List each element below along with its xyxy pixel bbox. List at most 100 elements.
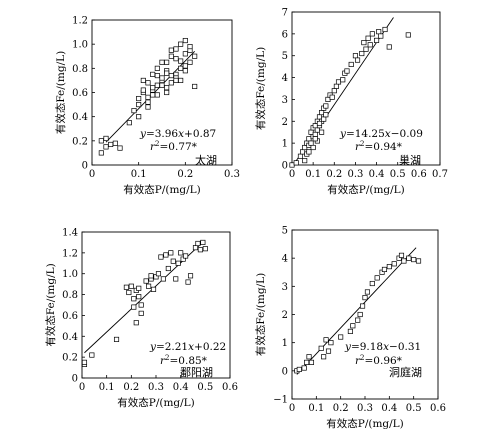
x-axis-label: 有效态P/(mg/L) (326, 417, 403, 430)
data-point (113, 336, 120, 342)
data-point (300, 149, 306, 155)
data-point (398, 252, 405, 258)
data-point (357, 311, 363, 318)
data-point (323, 337, 329, 343)
data-point (98, 150, 104, 156)
y-tick-label: 1.0 (72, 40, 88, 51)
y-tick-label: 2 (282, 117, 288, 128)
data-point (195, 240, 201, 247)
x-tick-label: 0 (79, 382, 85, 393)
data-point (155, 271, 162, 277)
x-tick-label: 0.3 (224, 169, 240, 180)
y-tick-label: 1.0 (62, 269, 78, 280)
data-point (136, 294, 142, 300)
regression-equation: y=3.96x+0.87 (139, 128, 216, 140)
data-point (154, 65, 160, 71)
panel-1: 0 0.1 0.2 0.3 0 0.2 0.4 0.6 0.8 1.0 1.2 有效态P/(mg/L)… (54, 16, 240, 197)
data-point (382, 26, 388, 33)
r-squared: r2=0.96* (355, 354, 403, 367)
data-point (131, 108, 137, 114)
data-point (164, 85, 170, 91)
y-tick-label: 0.4 (62, 332, 78, 343)
data-point (150, 71, 156, 77)
lake-name: 洞庭湖 (389, 365, 422, 379)
data-point (192, 53, 198, 59)
data-point (168, 80, 174, 86)
y-axis-label: 有效态Fe/(mg/L) (254, 273, 267, 356)
data-point (143, 278, 149, 284)
x-tick-label: 0.1 (305, 169, 321, 180)
y-tick-label: 0.4 (72, 112, 88, 123)
y-tick-label: 1.2 (62, 248, 78, 259)
data-point (128, 283, 134, 289)
data-point (369, 280, 375, 287)
data-point (81, 359, 88, 365)
data-point (312, 136, 318, 142)
data-point (98, 138, 104, 144)
data-point (140, 77, 146, 83)
data-point (182, 68, 188, 74)
data-point (173, 46, 179, 52)
data-point (401, 258, 407, 264)
lake-name: 鄱阳湖 (180, 366, 213, 379)
data-point (178, 65, 184, 71)
x-axis-label: 有效态P/(mg/L) (327, 183, 404, 196)
y-tick-label: 0 (72, 374, 78, 385)
data-point (316, 114, 323, 120)
data-point (340, 77, 346, 83)
r-squared: r2=0.85* (160, 354, 208, 367)
data-point (117, 145, 123, 151)
x-tick-label: 0.5 (406, 403, 422, 414)
regression-line (296, 247, 417, 375)
x-tick-label: 0.1 (99, 382, 115, 393)
y-axis-label: 有效态Fe/(mg/L) (44, 263, 57, 346)
data-point (159, 82, 165, 88)
data-point (145, 80, 151, 86)
data-point (381, 266, 388, 272)
x-tick-label: 0.2 (333, 403, 349, 414)
data-point (362, 295, 368, 301)
y-tick-label: 1 (282, 338, 288, 349)
x-tick-label: 0.1 (308, 403, 324, 414)
data-point (306, 136, 312, 142)
y-tick-label: 0.8 (72, 64, 88, 75)
panel-4: 0 0.1 0.2 0.3 0.4 0.5 0.6−1012345有效态P/(mg/L)有效… (254, 226, 446, 431)
data-point (374, 275, 380, 281)
data-point (386, 264, 392, 270)
data-point (329, 94, 335, 100)
data-point (126, 289, 132, 296)
regression-equation: y=9.18x−0.31 (344, 341, 421, 353)
x-tick-label: 0 (89, 169, 95, 180)
data-point (164, 59, 170, 65)
data-point (138, 302, 144, 308)
y-tick-label: −1 (273, 395, 288, 406)
data-point (415, 258, 422, 264)
y-tick-label: 0.2 (72, 136, 88, 147)
data-point (133, 320, 139, 326)
y-tick-label: 7 (282, 8, 288, 19)
x-tick-label: 0.7 (432, 169, 448, 180)
data-point (364, 289, 370, 295)
data-point (187, 273, 194, 279)
data-point (178, 58, 184, 64)
data-point (367, 42, 373, 48)
x-tick-label: 0.6 (222, 382, 238, 393)
data-point (355, 317, 361, 323)
y-tick-label: 2 (282, 310, 288, 321)
data-point (182, 63, 188, 69)
y-tick-label: 6 (282, 29, 288, 40)
x-tick-label: 0.3 (347, 169, 363, 180)
x-tick-label: 0.2 (326, 169, 342, 180)
plot-frame (81, 231, 231, 379)
data-point (178, 41, 184, 47)
data-point (164, 89, 170, 96)
data-point (314, 127, 320, 133)
data-point (154, 73, 160, 79)
data-point (131, 296, 137, 302)
data-point (164, 70, 170, 76)
y-tick-label: 0.6 (72, 88, 88, 99)
data-point (325, 96, 331, 102)
x-tick-label: 0 (289, 169, 295, 180)
data-point (136, 285, 142, 291)
y-tick-label: 3 (282, 282, 288, 293)
